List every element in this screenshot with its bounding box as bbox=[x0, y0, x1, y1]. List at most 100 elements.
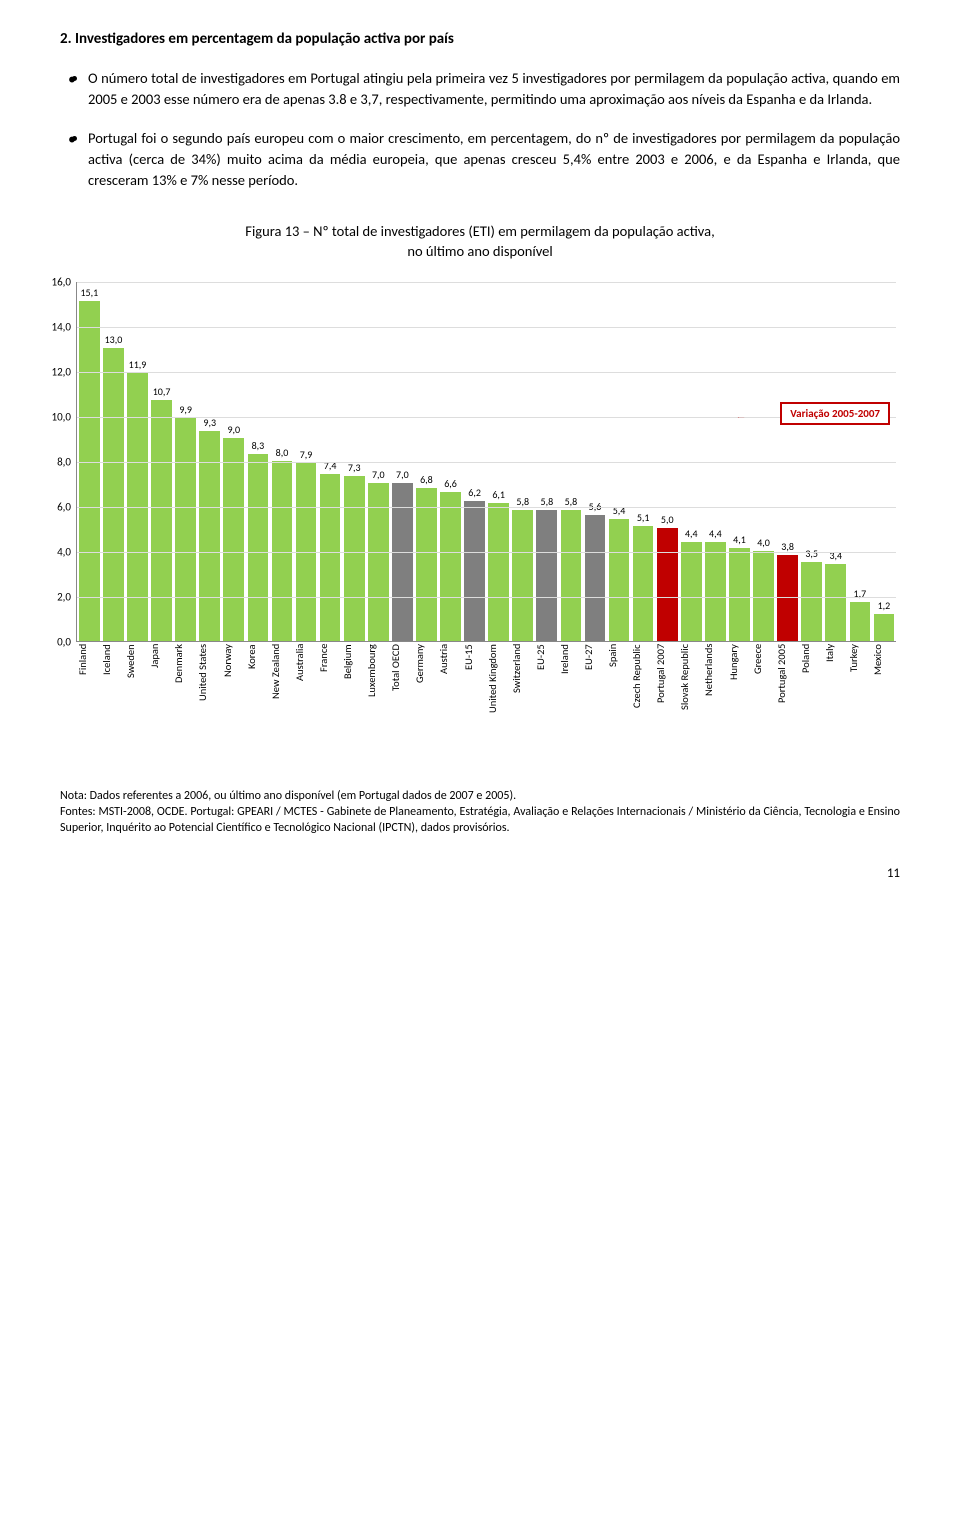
bar bbox=[440, 492, 461, 641]
bar bbox=[320, 474, 341, 641]
bar-value-label: 4,1 bbox=[733, 533, 746, 546]
bar-value-label: 3,5 bbox=[805, 547, 818, 560]
bar-column: 5,8 bbox=[561, 510, 582, 641]
x-axis-category: Germany bbox=[415, 644, 436, 754]
bar-column: 3,5 bbox=[801, 562, 822, 641]
legend-variation: Variação 2005-2007 bbox=[780, 402, 890, 425]
x-axis-category: Hungary bbox=[729, 644, 750, 754]
bar-value-label: 15,1 bbox=[80, 286, 98, 299]
bar bbox=[585, 515, 606, 641]
gridline bbox=[77, 552, 896, 553]
bar-column: 5,0 bbox=[657, 528, 678, 641]
bar-value-label: 4,4 bbox=[709, 527, 722, 540]
bar-value-label: 1,2 bbox=[878, 599, 891, 612]
gridline bbox=[77, 282, 896, 283]
bar-column: 7,3 bbox=[344, 476, 365, 640]
bar-value-label: 6,6 bbox=[444, 477, 457, 490]
bar bbox=[151, 400, 172, 641]
bar bbox=[344, 476, 365, 640]
bar-column: 9,0 bbox=[223, 438, 244, 641]
bar-value-label: 5,1 bbox=[637, 511, 650, 524]
bar-column: 4,0 bbox=[753, 551, 774, 641]
gridline bbox=[77, 327, 896, 328]
bar bbox=[633, 526, 654, 641]
bar bbox=[416, 488, 437, 641]
x-axis-category: Spain bbox=[608, 644, 629, 754]
bar-value-label: 9,3 bbox=[203, 416, 216, 429]
note-line: Nota: Dados referentes a 2006, ou último… bbox=[60, 788, 900, 804]
bar bbox=[729, 548, 750, 640]
bar bbox=[705, 542, 726, 641]
bar-value-label: 6,1 bbox=[492, 488, 505, 501]
x-axis-category: Italy bbox=[825, 644, 846, 754]
bar bbox=[175, 418, 196, 641]
bar-value-label: 7,3 bbox=[348, 461, 361, 474]
bar-value-label: 7,0 bbox=[396, 468, 409, 481]
bar-column: 5,8 bbox=[512, 510, 533, 641]
bar-column: 6,8 bbox=[416, 488, 437, 641]
x-axis-category: EU-15 bbox=[464, 644, 485, 754]
y-tick-label: 4,0 bbox=[37, 545, 71, 558]
bar bbox=[657, 528, 678, 641]
caption-line1: Figura 13 – Nº total de investigadores (… bbox=[245, 222, 714, 240]
gridline bbox=[77, 597, 896, 598]
chart-notes: Nota: Dados referentes a 2006, ou último… bbox=[60, 788, 900, 837]
bar-column: 4,4 bbox=[705, 542, 726, 641]
x-axis-category: Belgium bbox=[343, 644, 364, 754]
x-axis-category: Austria bbox=[439, 644, 460, 754]
y-tick-label: 8,0 bbox=[37, 455, 71, 468]
y-tick-label: 6,0 bbox=[37, 500, 71, 513]
bullet-item: O número total de investigadores em Port… bbox=[88, 68, 900, 110]
y-tick-label: 14,0 bbox=[37, 320, 71, 333]
x-axis-category: Japan bbox=[150, 644, 171, 754]
x-axis-category: United States bbox=[198, 644, 219, 754]
x-axis-category: Slovak Republic bbox=[680, 644, 701, 754]
bar bbox=[609, 519, 630, 641]
bar-column: 1,7 bbox=[850, 602, 871, 640]
x-axis-category: United Kingdom bbox=[488, 644, 509, 754]
bar bbox=[488, 503, 509, 640]
bar bbox=[801, 562, 822, 641]
bar bbox=[681, 542, 702, 641]
bar-value-label: 8,3 bbox=[252, 439, 265, 452]
x-axis-category: Total OECD bbox=[391, 644, 412, 754]
bar-column: 3,4 bbox=[825, 564, 846, 641]
bar-value-label: 4,0 bbox=[757, 536, 770, 549]
bar bbox=[512, 510, 533, 641]
bar-value-label: 4,4 bbox=[685, 527, 698, 540]
bar bbox=[272, 461, 293, 641]
caption-line2: no último ano disponível bbox=[407, 242, 552, 260]
x-axis-category: Norway bbox=[223, 644, 244, 754]
legend-arrow-icon bbox=[702, 417, 780, 418]
bar bbox=[874, 614, 895, 641]
x-axis-category: Luxembourg bbox=[367, 644, 388, 754]
bar-column: 8,0 bbox=[272, 461, 293, 641]
x-axis-category: Poland bbox=[801, 644, 822, 754]
bar bbox=[753, 551, 774, 641]
page-number: 11 bbox=[60, 866, 900, 881]
x-axis-category: Iceland bbox=[102, 644, 123, 754]
bar bbox=[777, 555, 798, 641]
x-axis-category: Ireland bbox=[560, 644, 581, 754]
bar bbox=[536, 510, 557, 641]
bar bbox=[199, 431, 220, 640]
bar-column: 6,1 bbox=[488, 503, 509, 640]
note-line: Fontes: MSTI-2008, OCDE. Portugal: GPEAR… bbox=[60, 804, 900, 836]
bar-value-label: 10,7 bbox=[153, 385, 171, 398]
bar-value-label: 9,0 bbox=[227, 423, 240, 436]
y-tick-label: 2,0 bbox=[37, 590, 71, 603]
bar-value-label: 1,7 bbox=[854, 587, 867, 600]
x-axis-category: Finland bbox=[78, 644, 99, 754]
bar-column: 7,4 bbox=[320, 474, 341, 641]
x-axis-category: Australia bbox=[295, 644, 316, 754]
bar-column: 6,2 bbox=[464, 501, 485, 641]
bar-value-label: 5,0 bbox=[661, 513, 674, 526]
bar-column: 5,4 bbox=[609, 519, 630, 641]
gridline bbox=[77, 507, 896, 508]
bar-value-label: 7,0 bbox=[372, 468, 385, 481]
x-axis-category: EU-27 bbox=[584, 644, 605, 754]
x-axis-category: Portugal 2005 bbox=[777, 644, 798, 754]
x-axis-labels: FinlandIcelandSwedenJapanDenmarkUnited S… bbox=[76, 644, 896, 754]
bar-value-label: 6,8 bbox=[420, 473, 433, 486]
bar-value-label: 8,0 bbox=[276, 446, 289, 459]
